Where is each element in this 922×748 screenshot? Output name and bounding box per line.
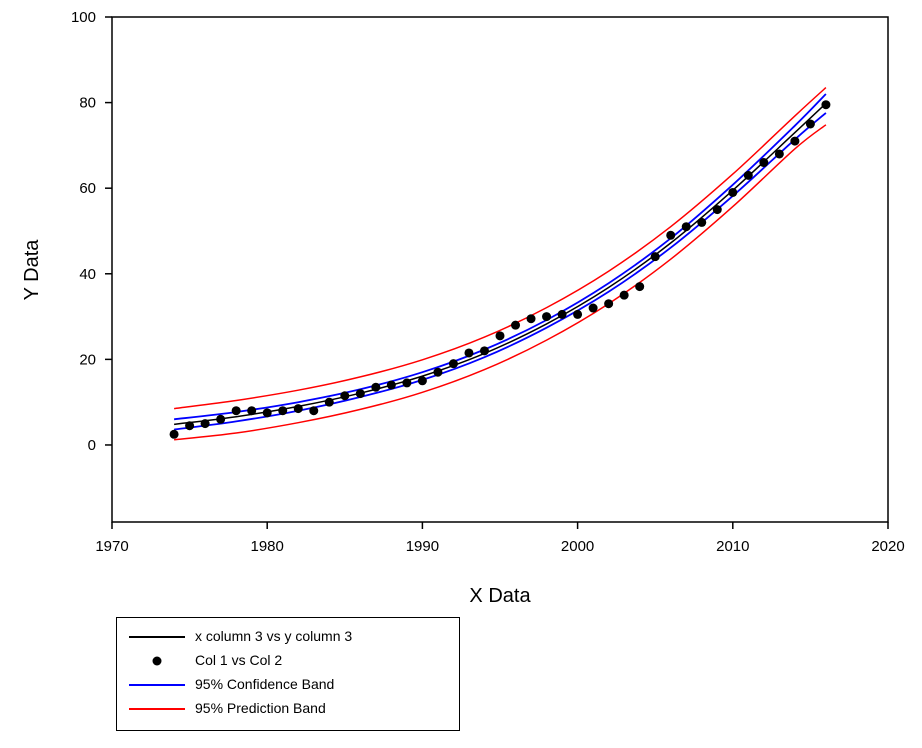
bands-layer	[173, 87, 827, 441]
confidence-band-lower	[173, 112, 827, 431]
prediction-band-lower	[174, 124, 827, 441]
legend-swatch-points	[152, 656, 162, 666]
data-point-22	[511, 320, 521, 330]
axes-layer: 1970 1980 1990 2000 2010 2020 0 20 40 60 80 100	[71, 9, 905, 555]
data-point-6	[262, 408, 272, 418]
legend-item-fit: x column 3 vs y column 3	[117, 626, 459, 648]
legend-label-confidence: 95% Confidence Band	[195, 676, 335, 692]
data-point-14	[386, 380, 396, 390]
data-point-17	[433, 367, 443, 377]
data-point-30	[635, 282, 645, 292]
y-tick-label-5: 100	[71, 9, 96, 26]
data-point-3	[216, 414, 226, 424]
legend-item-prediction: 95% Prediction Band	[117, 698, 459, 720]
data-point-37	[743, 170, 753, 180]
x-tick-label-3: 2000	[561, 538, 594, 555]
data-point-19	[464, 348, 474, 358]
data-point-13	[371, 382, 381, 392]
y-tick-label-2: 40	[79, 266, 96, 283]
data-point-5	[247, 406, 257, 416]
data-point-29	[619, 290, 629, 300]
data-point-11	[340, 391, 350, 401]
data-point-31	[650, 252, 660, 262]
data-point-0	[169, 429, 179, 439]
fit-layer	[174, 102, 827, 426]
y-tick-label-1: 20	[79, 351, 96, 368]
data-point-1	[185, 421, 195, 431]
data-point-28	[604, 299, 614, 309]
data-point-10	[324, 397, 334, 407]
y-axis-title: Y Data	[21, 239, 43, 301]
prediction-band-upper	[173, 87, 827, 410]
plot-area-frame	[111, 16, 889, 523]
data-point-7	[278, 406, 288, 416]
legend: x column 3 vs y column 3 Col 1 vs Col 2 …	[116, 617, 460, 731]
data-point-27	[588, 303, 598, 313]
data-point-8	[293, 404, 303, 414]
y-tick-label-3: 60	[79, 180, 96, 197]
data-point-40	[790, 136, 800, 146]
legend-label-points: Col 1 vs Col 2	[195, 652, 283, 668]
data-point-39	[774, 149, 784, 159]
data-point-21	[495, 331, 505, 341]
points-layer	[169, 100, 831, 439]
data-point-34	[697, 217, 707, 227]
data-point-23	[526, 314, 536, 324]
y-tick-label-4: 80	[79, 95, 96, 112]
legend-swatch-prediction	[129, 708, 185, 710]
data-point-35	[712, 205, 722, 215]
data-point-15	[402, 378, 412, 388]
x-tick-label-0: 1970	[95, 538, 128, 555]
x-axis-title: X Data	[469, 585, 531, 607]
data-point-32	[666, 230, 676, 240]
confidence-band-upper	[173, 93, 827, 421]
data-point-25	[557, 309, 567, 319]
data-point-20	[479, 346, 489, 356]
data-point-41	[805, 119, 815, 129]
data-point-2	[200, 419, 210, 429]
legend-label-prediction: 95% Prediction Band	[195, 700, 326, 716]
legend-item-points: Col 1 vs Col 2	[117, 650, 459, 672]
legend-label-fit: x column 3 vs y column 3	[195, 628, 353, 644]
data-point-24	[542, 312, 552, 322]
legend-swatch-confidence	[129, 684, 185, 686]
legend-swatch-fit	[129, 636, 185, 638]
x-tick-label-1: 1980	[251, 538, 284, 555]
x-tick-label-4: 2010	[716, 538, 749, 555]
y-tick-label-0: 0	[88, 437, 96, 454]
data-point-18	[448, 359, 458, 369]
data-point-26	[573, 309, 583, 319]
data-point-33	[681, 222, 691, 232]
data-point-9	[309, 406, 319, 416]
x-tick-label-2: 1990	[406, 538, 439, 555]
data-point-38	[759, 158, 769, 168]
data-point-4	[231, 406, 241, 416]
data-point-42	[821, 100, 831, 110]
legend-item-confidence: 95% Confidence Band	[117, 674, 459, 696]
data-point-16	[417, 376, 427, 386]
data-point-36	[728, 187, 738, 197]
data-point-12	[355, 389, 365, 399]
x-tick-label-5: 2020	[871, 538, 904, 555]
regression-fit-line	[174, 102, 827, 426]
